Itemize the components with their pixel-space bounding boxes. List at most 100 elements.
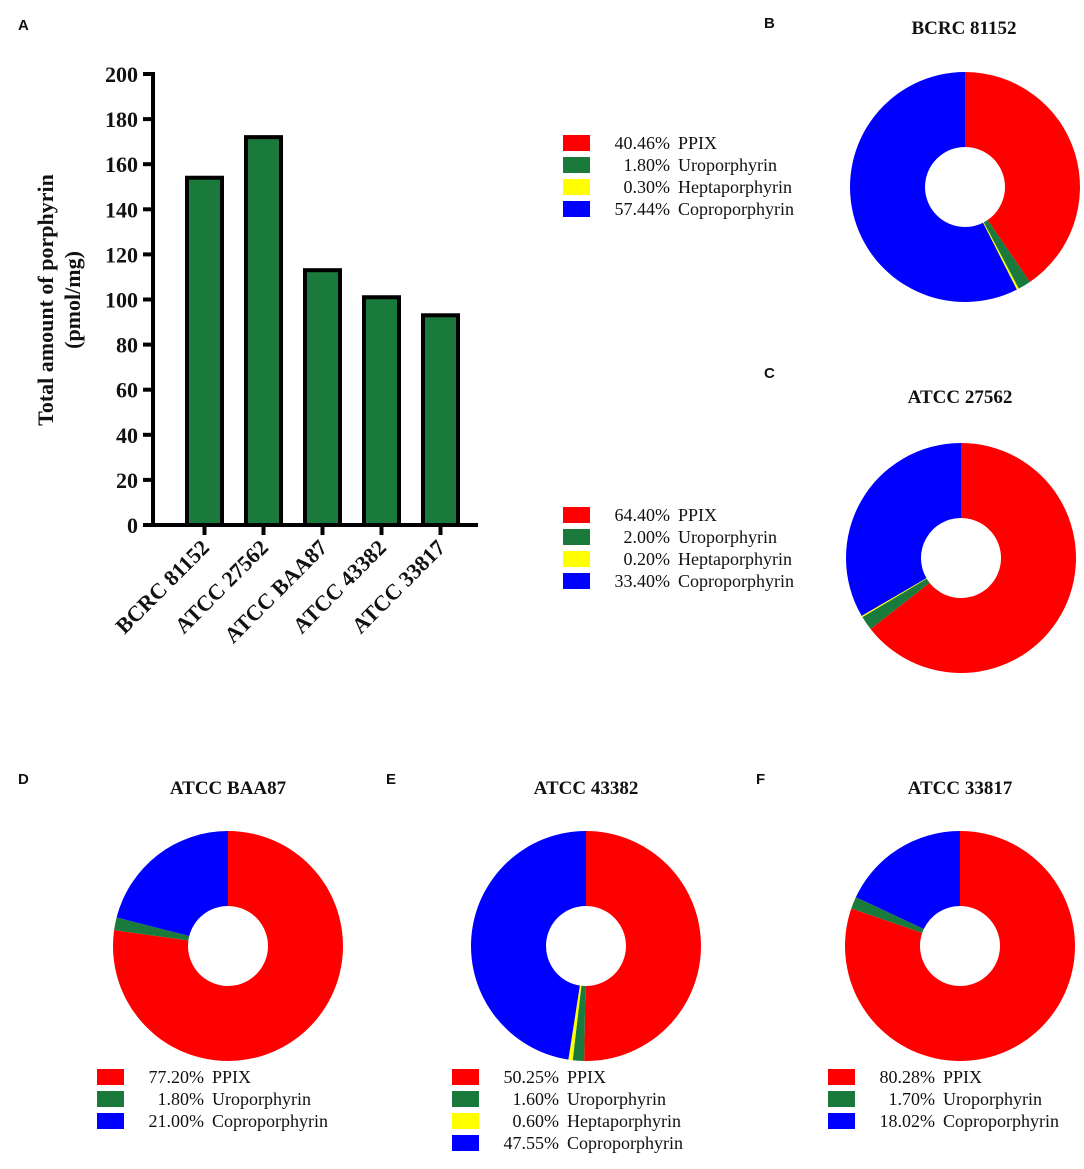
legend-pct-ppix: 40.46%	[615, 133, 671, 153]
slice-atcc-33817-ppix	[844, 831, 1075, 1061]
legend-pct-heptaporphyrin: 0.60%	[513, 1111, 560, 1131]
legend-label-coproporphyrin: Coproporphyrin	[678, 571, 794, 591]
donut-chart-atcc-27562: ATCC 27562 64.40% PPIX 2.00% Uroporphyrin 0.…	[563, 387, 1077, 674]
legend-pct-heptaporphyrin: 0.20%	[624, 549, 671, 569]
legend-label-uroporphyrin: Uroporphyrin	[678, 527, 777, 547]
donut-chart-bcrc-81152: BCRC 81152 40.46% PPIX 1.80% Uroporphyrin 0.…	[563, 18, 1080, 302]
legend-label-coproporphyrin: Coproporphyrin	[212, 1111, 328, 1131]
legend-label-ppix: PPIX	[567, 1067, 606, 1087]
legend-pct-ppix: 64.40%	[615, 505, 671, 525]
y-tick-label-40: 40	[116, 423, 138, 448]
panel-letter-c: C	[764, 365, 775, 382]
legend-swatch-coproporphyrin	[97, 1113, 124, 1129]
legend-swatch-uroporphyrin	[828, 1091, 855, 1107]
slice-atcc-43382-ppix	[584, 831, 701, 1061]
y-tick-label-0: 0	[127, 513, 138, 538]
y-tick-label-180: 180	[105, 107, 138, 132]
legend-label-ppix: PPIX	[212, 1067, 251, 1087]
slice-atcc-baa87-coproporphyrin	[116, 831, 228, 937]
slice-atcc-baa87-ppix	[112, 831, 343, 1062]
pie-title-atcc-baa87: ATCC BAA87	[170, 778, 287, 799]
legend-pct-ppix: 50.25%	[504, 1067, 560, 1087]
bar-atcc-27562	[244, 135, 283, 527]
legend-label-ppix: PPIX	[678, 505, 717, 525]
legend-swatch-uroporphyrin	[97, 1091, 124, 1107]
bar-chart-total-porphyrin: Total amount of porphyrin (pmol/mg) 0 20 4…	[33, 62, 478, 648]
y-tick-label-120: 120	[105, 242, 138, 267]
legend-swatch-heptaporphyrin	[563, 179, 590, 195]
slice-bcrc-81152-heptaporphyrin	[983, 222, 1019, 290]
slice-atcc-baa87-uroporphyrin	[114, 917, 190, 941]
slice-atcc-27562-ppix	[870, 443, 1077, 674]
legend-pct-ppix: 80.28%	[880, 1067, 936, 1087]
legend-swatch-heptaporphyrin	[452, 1113, 479, 1129]
slice-atcc-43382-uroporphyrin	[572, 985, 586, 1061]
slice-bcrc-81152-ppix	[965, 72, 1080, 282]
y-tick-label-200: 200	[105, 62, 138, 87]
bar-atcc-33817	[421, 313, 460, 527]
legend-pct-uroporphyrin: 1.80%	[158, 1089, 205, 1109]
x-tick-label-atcc-baa87: ATCC BAA87	[219, 535, 332, 648]
y-tick-label-60: 60	[116, 378, 138, 403]
legend-swatch-coproporphyrin	[452, 1135, 479, 1151]
legend-label-ppix: PPIX	[943, 1067, 982, 1087]
y-axis-title-line1: Total amount of porphyrin	[33, 174, 58, 426]
legend-swatch-coproporphyrin	[563, 573, 590, 589]
legend-pct-coproporphyrin: 33.40%	[615, 571, 671, 591]
y-axis-title-line2: (pmol/mg)	[60, 251, 85, 349]
donut-chart-atcc-43382: ATCC 43382 50.25% PPIX 1.60% Uroporphyrin 0.…	[452, 778, 701, 1153]
legend-label-uroporphyrin: Uroporphyrin	[212, 1089, 311, 1109]
legend-label-ppix: PPIX	[678, 133, 717, 153]
bar-atcc-baa87	[303, 268, 342, 527]
slice-atcc-43382-coproporphyrin	[470, 831, 586, 1060]
pie-title-atcc-43382: ATCC 43382	[534, 778, 639, 799]
legend-swatch-ppix	[452, 1069, 479, 1085]
bar-atcc-43382	[362, 295, 401, 527]
slice-atcc-27562-coproporphyrin	[846, 443, 961, 616]
legend-swatch-ppix	[563, 507, 590, 523]
legend-pct-ppix: 77.20%	[149, 1067, 205, 1087]
legend-swatch-ppix	[828, 1069, 855, 1085]
legend-swatch-heptaporphyrin	[563, 551, 590, 567]
legend-label-heptaporphyrin: Heptaporphyrin	[678, 549, 792, 569]
legend-swatch-coproporphyrin	[563, 201, 590, 217]
legend-pct-coproporphyrin: 21.00%	[149, 1111, 205, 1131]
pie-title-atcc-33817: ATCC 33817	[908, 778, 1013, 799]
y-tick-label-140: 140	[105, 197, 138, 222]
y-tick-label-100: 100	[105, 288, 138, 313]
legend-swatch-coproporphyrin	[828, 1113, 855, 1129]
legend-label-heptaporphyrin: Heptaporphyrin	[567, 1111, 681, 1131]
slice-bcrc-81152-coproporphyrin	[849, 72, 1017, 302]
legend-swatch-uroporphyrin	[563, 529, 590, 545]
legend-label-uroporphyrin: Uroporphyrin	[943, 1089, 1042, 1109]
y-tick-label-20: 20	[116, 468, 138, 493]
legend-label-coproporphyrin: Coproporphyrin	[678, 199, 794, 219]
panel-letter-b: B	[764, 15, 775, 32]
slice-atcc-43382-heptaporphyrin	[568, 985, 582, 1061]
legend-pct-coproporphyrin: 47.55%	[504, 1133, 560, 1153]
legend-pct-heptaporphyrin: 0.30%	[624, 177, 671, 197]
legend-label-uroporphyrin: Uroporphyrin	[678, 155, 777, 175]
slice-atcc-27562-uroporphyrin	[862, 578, 930, 630]
slice-atcc-27562-heptaporphyrin	[861, 578, 927, 618]
y-tick-label-160: 160	[105, 152, 138, 177]
legend-pct-uroporphyrin: 1.80%	[624, 155, 671, 175]
legend-pct-coproporphyrin: 18.02%	[880, 1111, 936, 1131]
legend-label-uroporphyrin: Uroporphyrin	[567, 1089, 666, 1109]
panel-letter-e: E	[386, 771, 396, 788]
bar-bcrc-81152	[185, 175, 224, 527]
legend-swatch-ppix	[97, 1069, 124, 1085]
slice-atcc-33817-coproporphyrin	[855, 830, 960, 930]
legend-pct-uroporphyrin: 1.60%	[513, 1089, 560, 1109]
legend-swatch-uroporphyrin	[452, 1091, 479, 1107]
slice-atcc-33817-uroporphyrin	[851, 897, 924, 933]
legend-label-heptaporphyrin: Heptaporphyrin	[678, 177, 792, 197]
slice-bcrc-81152-uroporphyrin	[983, 220, 1030, 289]
legend-swatch-ppix	[563, 135, 590, 151]
legend-pct-uroporphyrin: 2.00%	[624, 527, 671, 547]
pie-title-atcc-27562: ATCC 27562	[908, 387, 1013, 408]
y-tick-label-80: 80	[116, 333, 138, 358]
legend-pct-coproporphyrin: 57.44%	[615, 199, 671, 219]
panel-letter-a: A	[18, 17, 29, 34]
